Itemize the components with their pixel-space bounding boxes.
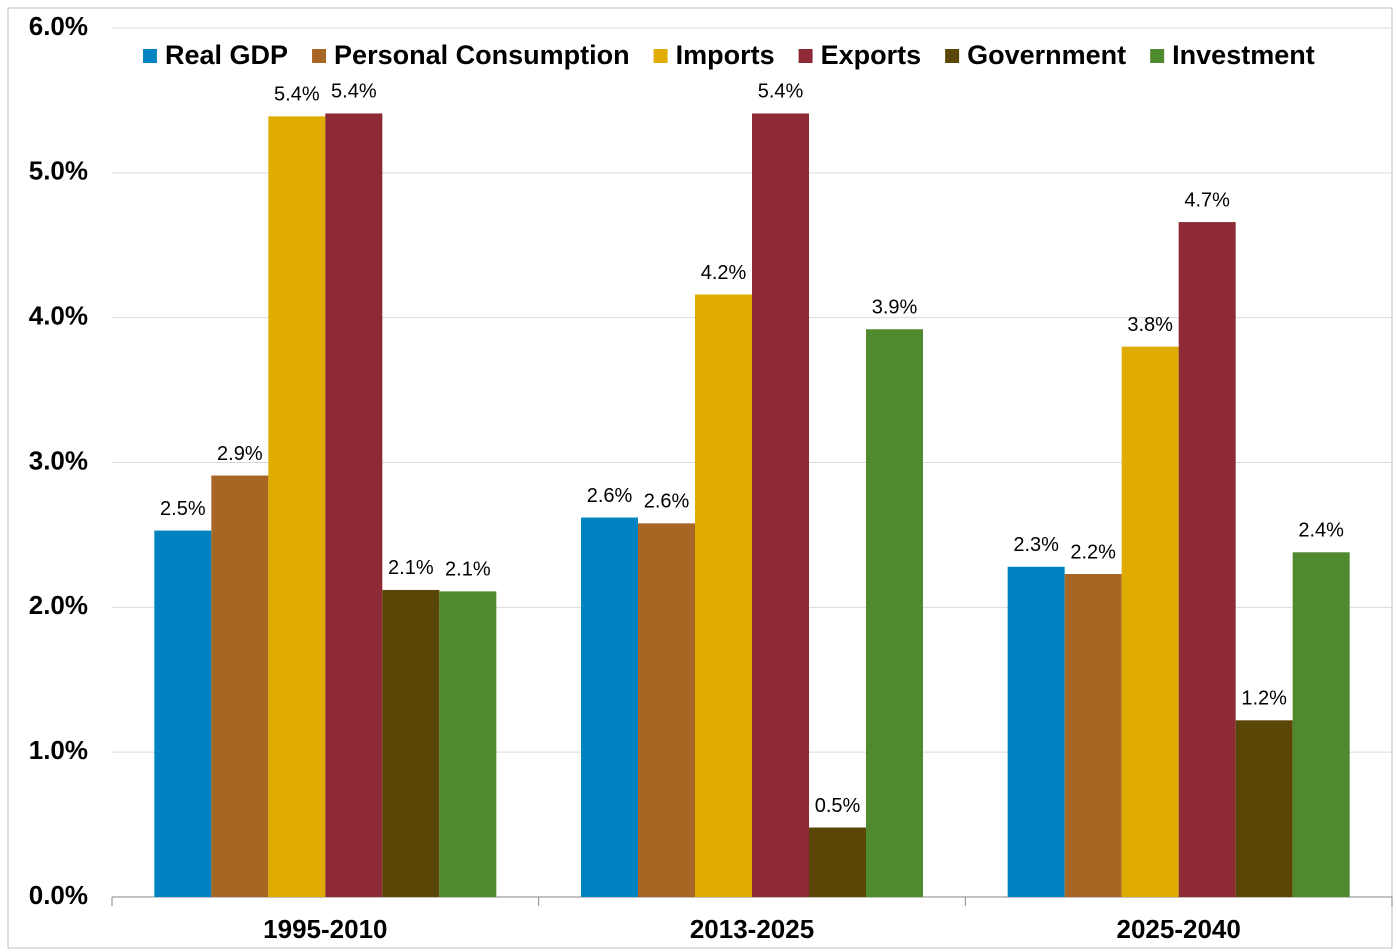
x-tick-label: 1995-2010 <box>263 914 387 944</box>
data-label: 2.5% <box>160 498 206 520</box>
bar <box>1121 346 1179 898</box>
data-label: 3.8% <box>1127 314 1173 336</box>
y-tick-label: 4.0% <box>29 301 88 331</box>
data-label: 4.7% <box>1184 189 1230 211</box>
bar <box>809 827 866 897</box>
data-label: 3.9% <box>872 297 918 319</box>
bar <box>1064 574 1122 897</box>
legend-label: Real GDP <box>165 40 288 70</box>
data-label: 2.9% <box>217 443 263 465</box>
bar <box>211 475 269 897</box>
legend-swatch <box>798 49 813 63</box>
data-label: 2.6% <box>587 485 633 507</box>
data-label: 5.4% <box>331 81 377 103</box>
bar <box>695 294 752 897</box>
data-label: 2.6% <box>644 491 690 513</box>
y-tick-label: 0.0% <box>29 880 88 910</box>
data-label: 5.4% <box>758 81 804 103</box>
bar <box>581 517 638 897</box>
y-tick-label: 6.0% <box>29 11 88 41</box>
data-label: 1.2% <box>1241 688 1287 710</box>
legend-label: Personal Consumption <box>334 40 630 70</box>
y-tick-label: 5.0% <box>29 156 88 186</box>
bar <box>325 113 383 898</box>
bar <box>638 523 695 897</box>
bar <box>382 589 440 897</box>
data-label: 2.1% <box>445 559 491 581</box>
data-label: 5.4% <box>274 84 320 106</box>
y-tick-label: 3.0% <box>29 445 88 475</box>
bar <box>268 116 326 898</box>
legend-label: Government <box>967 40 1126 70</box>
legend-label: Imports <box>676 40 775 70</box>
legend-label: Exports <box>821 40 922 70</box>
data-label: 0.5% <box>815 795 861 817</box>
bar <box>752 113 809 898</box>
legend-swatch <box>1150 49 1165 63</box>
legend-swatch <box>945 49 960 63</box>
bar <box>154 530 212 897</box>
x-tick-label: 2025-2040 <box>1116 914 1240 944</box>
legend-swatch <box>143 49 157 63</box>
data-label: 2.1% <box>388 557 434 579</box>
data-label: 2.3% <box>1013 534 1059 556</box>
y-tick-label: 2.0% <box>29 590 88 620</box>
data-label: 4.2% <box>701 262 747 284</box>
x-tick-label: 2013-2025 <box>690 914 814 944</box>
data-label: 2.4% <box>1298 520 1344 542</box>
bar <box>866 329 923 898</box>
legend-swatch <box>312 49 327 63</box>
bar <box>439 591 497 897</box>
data-label: 2.2% <box>1070 541 1116 563</box>
bar <box>1235 720 1293 897</box>
chart-frame <box>7 7 1393 949</box>
legend-swatch <box>653 49 668 63</box>
bar <box>1292 552 1350 897</box>
legend-label: Investment <box>1172 40 1315 70</box>
bar <box>1007 566 1065 897</box>
bar <box>1178 222 1236 897</box>
y-tick-label: 1.0% <box>29 735 88 765</box>
